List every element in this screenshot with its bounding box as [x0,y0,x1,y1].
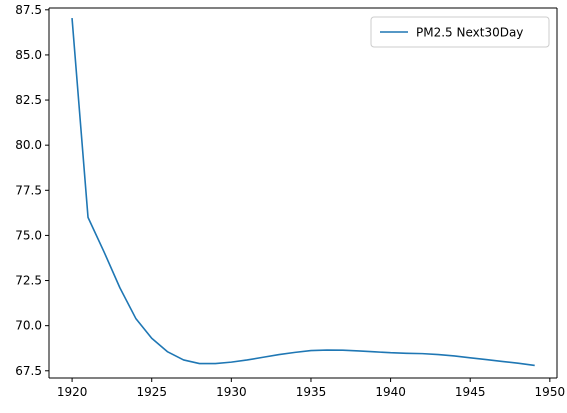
legend: PM2.5 Next30Day [370,16,550,48]
x-tick-label: 1940 [375,385,406,399]
x-tick-label: 1930 [216,385,247,399]
plot-area [49,8,557,378]
y-tick-label: 77.5 [15,183,42,197]
y-tick-label: 70.0 [15,319,42,333]
x-tick-label: 1950 [535,385,566,399]
y-tick-label: 67.5 [15,364,42,378]
series-line-0 [71,17,535,367]
x-tick-label: 1920 [57,385,88,399]
y-tick-label: 87.5 [15,3,42,17]
y-tick-label: 75.0 [15,228,42,242]
x-tick-label: 1945 [455,385,486,399]
x-tick-label: 1925 [136,385,167,399]
y-tick-label: 82.5 [15,93,42,107]
y-tick-label: 72.5 [15,274,42,288]
y-tick-label: 80.0 [15,138,42,152]
y-tick-label: 85.0 [15,48,42,62]
legend-label: PM2.5 Next30Day [416,26,523,40]
legend-box [370,16,550,48]
x-tick-label: 1935 [296,385,327,399]
